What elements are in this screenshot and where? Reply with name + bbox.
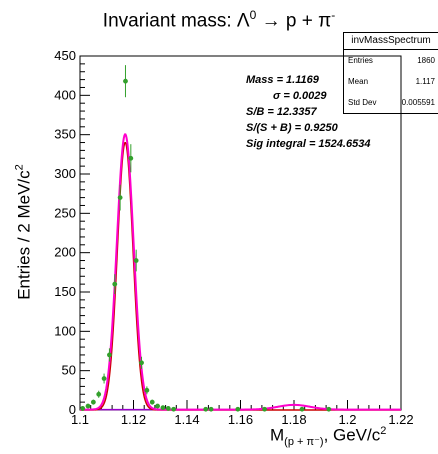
stats-label: Mean xyxy=(348,77,369,86)
data-point xyxy=(96,391,102,397)
x-axis-label-sup: 2 xyxy=(380,425,387,437)
data-point xyxy=(326,406,332,412)
x-axis-label-sub: (p + π⁻) xyxy=(284,436,324,449)
data-point xyxy=(133,258,139,263)
title-lambda-sup: 0 xyxy=(249,8,257,22)
data-point xyxy=(203,406,209,412)
stats-box: invMassSpectrum Entries 1860 Mean 1.117 … xyxy=(343,32,438,114)
data-point xyxy=(144,387,150,393)
stats-box-title: invMassSpectrum xyxy=(344,33,438,50)
y-tick-label: 150 xyxy=(54,284,76,299)
fit-mass: Mass = 1.1169 xyxy=(246,74,319,86)
x-axis-label-m: M xyxy=(270,425,285,445)
y-tick-label: 300 xyxy=(54,166,76,181)
fit-signal-curve xyxy=(80,141,401,411)
chart-title: Invariant mass: Λ0 → p + π- xyxy=(0,8,438,32)
data-point xyxy=(171,406,177,412)
stats-value: 1.117 xyxy=(415,77,435,86)
data-point xyxy=(160,405,166,411)
data-point xyxy=(107,352,112,358)
x-tick-label: 1.18 xyxy=(281,412,306,427)
fit-s-over-b: S/B = 12.3357 xyxy=(246,106,317,118)
x-tick-label: 1.2 xyxy=(338,412,356,427)
x-axis-label-unit: , GeV/c xyxy=(323,425,381,445)
title-minus: - xyxy=(331,8,336,22)
title-decay: → p + π xyxy=(256,10,332,32)
data-point xyxy=(299,406,305,412)
data-point xyxy=(139,360,144,366)
data-point xyxy=(117,195,123,201)
fit-sigma: σ = 0.0029 xyxy=(273,90,327,102)
data-point xyxy=(85,403,91,409)
fit-s-over-s-plus-b: S/(S + B) = 0.9250 xyxy=(246,122,338,134)
data-point xyxy=(235,406,241,412)
x-tick-label: 1.16 xyxy=(228,412,253,427)
plot-frame xyxy=(79,55,402,411)
x-tick-label: 1.22 xyxy=(388,412,413,427)
data-point xyxy=(165,406,171,411)
data-point xyxy=(262,406,267,412)
data-point xyxy=(80,406,86,411)
stats-value: 0.005591 xyxy=(401,98,435,107)
stats-row-stddev: Std Dev 0.005591 xyxy=(344,92,438,113)
stats-label: Entries xyxy=(348,56,373,65)
y-tick-label: 450 xyxy=(54,48,76,63)
title-lambda: Λ xyxy=(236,10,250,32)
x-tick-label: 1.1 xyxy=(71,412,89,427)
data-point xyxy=(208,406,214,412)
fit-total-curve xyxy=(80,133,401,411)
y-tick-label: 200 xyxy=(54,245,76,260)
data-point xyxy=(90,399,96,405)
title-prefix: Invariant mass: xyxy=(102,10,237,32)
y-tick-label: 100 xyxy=(54,323,76,338)
data-point xyxy=(149,399,155,405)
stats-label: Std Dev xyxy=(348,98,377,107)
y-tick-label: 0 xyxy=(69,402,76,417)
data-point xyxy=(155,403,160,409)
x-tick-label: 1.14 xyxy=(174,412,199,427)
y-tick-label: 50 xyxy=(62,363,76,378)
x-tick-label: 1.12 xyxy=(121,412,146,427)
x-axis-label: M(p + π⁻), GeV/c2 xyxy=(270,425,386,448)
fit-sig-integral: Sig integral = 1524.6534 xyxy=(246,138,371,150)
y-tick-label: 350 xyxy=(54,127,76,142)
stats-row-entries: Entries 1860 xyxy=(344,50,438,71)
data-point xyxy=(128,155,134,161)
fit-results: Mass = 1.1169 σ = 0.0029 S/B = 12.3357 S… xyxy=(246,72,370,152)
stats-value: 1860 xyxy=(417,56,435,65)
y-tick-label: 250 xyxy=(54,205,76,220)
data-point xyxy=(123,78,128,84)
stats-row-mean: Mean 1.117 xyxy=(344,71,438,92)
data-point xyxy=(112,281,118,287)
data-point xyxy=(101,376,107,381)
y-tick-label: 400 xyxy=(54,87,76,102)
